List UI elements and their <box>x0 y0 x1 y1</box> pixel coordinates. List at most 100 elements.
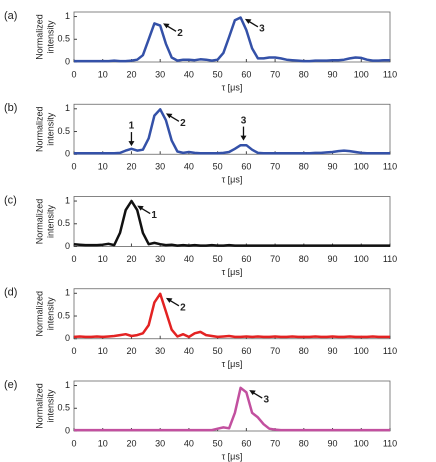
y-tick-label: 0 <box>65 149 70 159</box>
y-tick-label: 0.5 <box>57 310 70 320</box>
plot-frame <box>73 380 391 432</box>
x-tick-label: 100 <box>354 254 369 264</box>
x-tick-label: 70 <box>270 69 280 79</box>
annotation: 2 <box>180 302 186 313</box>
x-tick-label: 50 <box>213 346 223 356</box>
x-tick-label: 60 <box>241 162 251 172</box>
x-axis-label: τ [μs] <box>222 267 243 277</box>
series-line <box>73 292 390 339</box>
x-tick-label: 0 <box>71 346 76 356</box>
y-tick-label: 0.5 <box>57 403 70 413</box>
arrow-head <box>249 390 256 396</box>
series-line <box>74 386 390 432</box>
y-axis-label: intensity <box>45 204 55 238</box>
x-tick-label: 10 <box>98 254 108 264</box>
y-tick-label: 0 <box>65 333 70 343</box>
y-tick-label: 0 <box>65 241 70 251</box>
x-tick-label: 80 <box>299 346 309 356</box>
y-tick-label: 0 <box>65 425 70 435</box>
y-tick-label: 0 <box>65 56 70 66</box>
x-tick-label: 80 <box>299 69 309 79</box>
x-tick-label: 20 <box>126 438 136 448</box>
arrow-head <box>240 135 247 141</box>
x-tick-label: 90 <box>328 346 338 356</box>
x-tick-label: 0 <box>71 162 76 172</box>
x-tick-label: 40 <box>184 254 194 264</box>
x-tick-label: 100 <box>354 162 369 172</box>
x-tick-label: 100 <box>354 69 369 79</box>
x-tick-label: 30 <box>155 254 165 264</box>
y-axis-label: intensity <box>45 112 55 146</box>
annotation: 1 <box>129 121 135 132</box>
panel-label: (a) <box>4 10 17 22</box>
panel-label: (d) <box>4 287 17 299</box>
annotation: 2 <box>177 28 183 39</box>
arrow-head <box>128 141 135 147</box>
y-tick-label: 1 <box>65 288 70 298</box>
x-tick-label: 80 <box>299 254 309 264</box>
y-axis-label: Normalized <box>34 383 44 429</box>
x-tick-label: 30 <box>155 162 165 172</box>
y-axis-label: Normalized <box>34 291 44 337</box>
x-tick-label: 10 <box>98 69 108 79</box>
x-tick-label: 70 <box>270 346 280 356</box>
y-tick-label: 1 <box>65 103 70 113</box>
x-tick-label: 60 <box>241 254 251 264</box>
plot-frame <box>73 11 391 63</box>
y-axis-label: intensity <box>45 20 55 54</box>
plot-frame <box>73 288 391 340</box>
x-tick-label: 40 <box>184 69 194 79</box>
x-axis-label: τ [μs] <box>222 451 243 461</box>
series-line <box>73 199 390 247</box>
series-line <box>74 16 390 63</box>
y-axis-label: Normalized <box>34 106 44 152</box>
x-tick-label: 100 <box>354 346 369 356</box>
x-tick-label: 110 <box>383 162 397 172</box>
x-tick-label: 30 <box>155 438 165 448</box>
y-tick-label: 0.5 <box>57 218 70 228</box>
x-tick-label: 90 <box>328 254 338 264</box>
x-axis-label: τ [μs] <box>222 359 243 369</box>
x-tick-label: 40 <box>184 346 194 356</box>
x-tick-label: 50 <box>213 162 223 172</box>
plot-frame <box>73 103 391 155</box>
x-tick-label: 60 <box>241 346 251 356</box>
x-tick-label: 20 <box>126 69 136 79</box>
x-tick-label: 110 <box>383 438 397 448</box>
x-tick-label: 50 <box>213 254 223 264</box>
x-tick-label: 70 <box>270 162 280 172</box>
panel-label: (b) <box>4 102 17 114</box>
x-tick-label: 100 <box>354 438 369 448</box>
y-tick-label: 0.5 <box>57 126 70 136</box>
x-tick-label: 30 <box>155 69 165 79</box>
y-axis-label: intensity <box>45 297 55 331</box>
y-axis-label: Normalized <box>34 14 44 60</box>
y-axis-label: Normalized <box>34 199 44 245</box>
panel-label: (e) <box>4 379 17 391</box>
annotation: 3 <box>241 115 247 126</box>
x-tick-label: 30 <box>155 346 165 356</box>
x-tick-label: 50 <box>213 69 223 79</box>
y-tick-label: 0.5 <box>57 34 70 44</box>
arrow-head <box>244 18 252 24</box>
x-tick-label: 50 <box>213 438 223 448</box>
x-axis-label: τ [μs] <box>222 175 243 185</box>
x-tick-label: 80 <box>299 438 309 448</box>
x-tick-label: 110 <box>383 254 397 264</box>
plot-frame <box>73 196 391 247</box>
x-tick-label: 0 <box>71 254 76 264</box>
panel-label: (c) <box>4 194 17 206</box>
x-tick-label: 90 <box>328 69 338 79</box>
y-tick-label: 1 <box>65 11 70 21</box>
x-tick-label: 60 <box>241 438 251 448</box>
x-tick-label: 20 <box>126 162 136 172</box>
x-tick-label: 110 <box>383 346 397 356</box>
x-tick-label: 90 <box>328 162 338 172</box>
x-tick-label: 60 <box>241 69 251 79</box>
